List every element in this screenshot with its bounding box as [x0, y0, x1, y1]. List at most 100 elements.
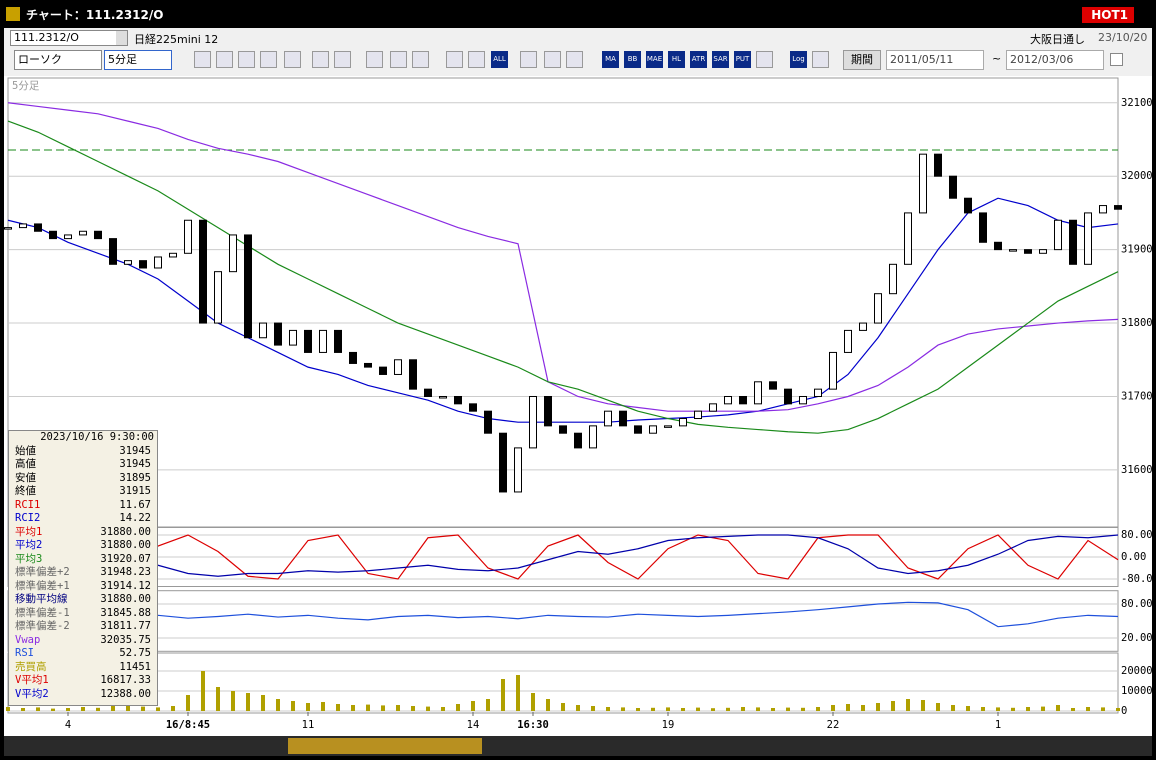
panel-label: 安値: [15, 471, 36, 484]
panel-row: RCI2 14.22: [9, 512, 157, 526]
candle: [679, 418, 687, 427]
panel-row: Vwap 32035.75: [9, 634, 157, 648]
panel-label: 始値: [15, 444, 36, 457]
icon-label[interactable]: BB: [624, 51, 641, 68]
volume-bar: [156, 707, 160, 711]
panel-value: 32035.75: [100, 633, 151, 646]
toolbar-icon[interactable]: [390, 51, 407, 68]
panel-row: 標準偏差+1 31914.12: [9, 580, 157, 594]
icon-label[interactable]: SAR: [712, 51, 729, 68]
panel-label: 標準偏差-2: [15, 620, 70, 632]
volume-bar: [66, 708, 70, 711]
candle: [139, 260, 147, 269]
instrument-name: 日経225mini 12: [134, 33, 219, 46]
toolbar-icon[interactable]: [812, 51, 829, 68]
toolbar-icon[interactable]: [544, 51, 561, 68]
candle: [289, 329, 297, 346]
period-button[interactable]: 期間: [843, 50, 881, 70]
candle: [694, 410, 702, 420]
toolbar-icon[interactable]: [238, 51, 255, 68]
scrollbar[interactable]: [4, 736, 1152, 756]
toolbar-icon[interactable]: [194, 51, 211, 68]
candle: [1009, 249, 1017, 252]
y-tick-label: 31900: [1121, 244, 1152, 256]
volume-bar: [756, 707, 760, 711]
volume-bar: [561, 703, 565, 711]
y-tick-label: 80.00: [1121, 598, 1152, 610]
toolbar-icon[interactable]: [520, 51, 537, 68]
scroll-thumb[interactable]: [288, 738, 482, 754]
volume-bar: [921, 700, 925, 711]
panel-label: 平均1: [15, 525, 43, 538]
volume-bar: [321, 702, 325, 711]
interval-select[interactable]: 5分足: [104, 50, 172, 70]
panel-value: 52.75: [119, 647, 151, 659]
volume-bar: [111, 706, 115, 711]
checkbox[interactable]: [1110, 53, 1123, 66]
icon-label[interactable]: MAE: [646, 51, 663, 68]
candle: [19, 223, 27, 229]
toolbar-icon[interactable]: [412, 51, 429, 68]
volume-bar: [351, 705, 355, 711]
candle: [469, 403, 477, 412]
icon-label[interactable]: MA: [602, 51, 619, 68]
panel-value: 31895: [119, 471, 151, 484]
volume-bar: [801, 707, 805, 711]
toolbar-icon[interactable]: [566, 51, 583, 68]
candle: [844, 329, 852, 353]
toolbar: 111.2312/O 日経225mini 12 大阪日通し 23/10/20 ロ…: [4, 28, 1152, 76]
toolbar-icon[interactable]: [284, 51, 301, 68]
volume-bar: [21, 708, 25, 711]
volume-bar: [396, 705, 400, 711]
icon-label[interactable]: HL: [668, 51, 685, 68]
symbol-input[interactable]: 111.2312/O: [10, 30, 128, 46]
icon-label[interactable]: ATR: [690, 51, 707, 68]
exchange: 大阪日通し: [1030, 33, 1085, 46]
candle: [514, 447, 522, 493]
toolbar-icon[interactable]: [260, 51, 277, 68]
volume-bar: [591, 706, 595, 711]
volume-bar: [216, 687, 220, 711]
from-date[interactable]: 2011/05/11: [886, 50, 984, 70]
candle: [919, 153, 927, 214]
chart-type-select[interactable]: ローソク: [14, 50, 102, 70]
panel-value: 11451: [119, 660, 151, 673]
toolbar-icon[interactable]: [366, 51, 383, 68]
toolbar-icon[interactable]: [468, 51, 485, 68]
volume-bar: [1056, 705, 1060, 711]
overlay-line: [7, 197, 1119, 423]
candle: [829, 351, 837, 390]
volume-bar: [411, 706, 415, 711]
volume-bar: [576, 705, 580, 711]
volume-bar: [906, 699, 910, 711]
candle: [244, 234, 252, 339]
rci-line: [7, 534, 1119, 580]
toolbar-icon[interactable]: [216, 51, 233, 68]
candle: [904, 212, 912, 265]
panel-row: 安値 31895: [9, 472, 157, 486]
icon-label[interactable]: ALL: [491, 51, 508, 68]
toolbar-icon[interactable]: [756, 51, 773, 68]
icon-bar: ALL MA BB MAE HL ATR SAR PUT Log: [4, 50, 844, 70]
volume-bar: [231, 691, 235, 711]
toolbar-icon[interactable]: [312, 51, 329, 68]
icon-label[interactable]: PUT: [734, 51, 751, 68]
toolbar-icon[interactable]: [446, 51, 463, 68]
candle: [619, 410, 627, 427]
toolbar-icon[interactable]: [334, 51, 351, 68]
panel-row: 標準偏差-1 31845.88: [9, 607, 157, 621]
volume-bar: [1101, 707, 1105, 711]
candle: [259, 322, 267, 339]
panel-value: 31880.00: [100, 525, 151, 538]
volume-bar: [816, 707, 820, 711]
panel-value: 31945: [119, 458, 151, 470]
hot-badge[interactable]: HOT1: [1082, 7, 1134, 23]
volume-bar: [291, 701, 295, 711]
candle: [49, 230, 57, 240]
panel-label: 平均3: [15, 552, 43, 565]
dropdown-button[interactable]: [116, 31, 127, 45]
icon-label[interactable]: Log: [790, 51, 807, 68]
candle: [1084, 212, 1092, 265]
to-date[interactable]: 2012/03/06: [1006, 50, 1104, 70]
